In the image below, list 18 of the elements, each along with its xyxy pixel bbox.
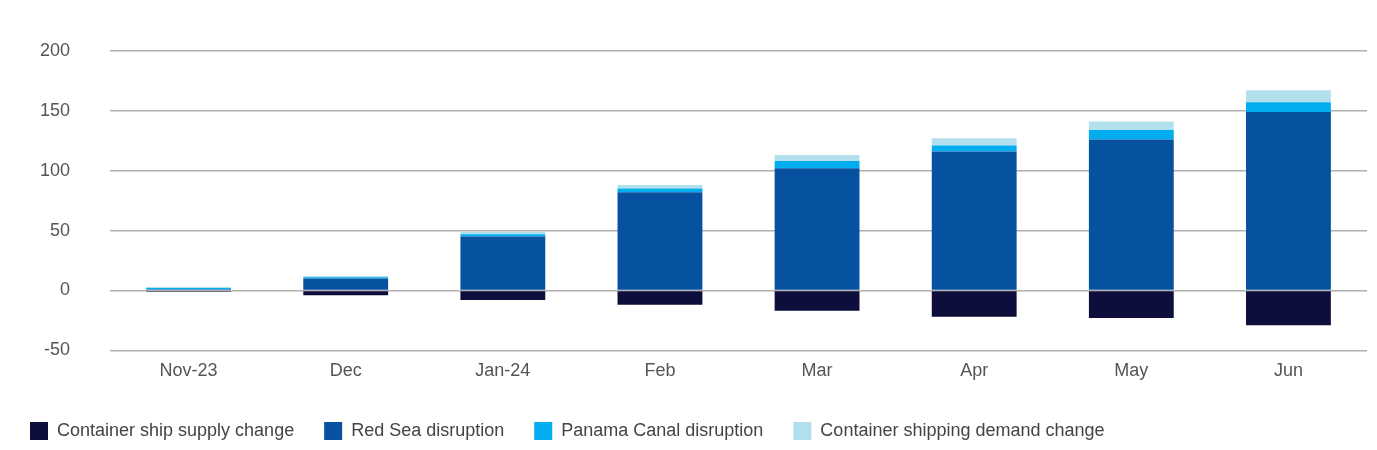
legend-label: Container shipping demand change [820,419,1105,440]
y-tick-label: 200 [39,39,71,60]
y-tick-label: -50 [44,339,71,360]
y-tick-label: 100 [39,159,71,180]
x-tick-label: Jun [1273,360,1303,381]
x-tick-label: Apr [960,360,989,381]
y-tick-label: 0 [60,279,71,300]
y-tick-label: 50 [50,219,71,240]
x-tick-label: Jan-24 [475,360,531,381]
x-tick-label: Nov-23 [159,360,218,381]
legend-label: Panama Canal disruption [561,419,764,440]
legend-label: Container ship supply change [57,419,295,440]
y-tick-label: 150 [39,99,71,120]
x-tick-label: Mar [801,360,833,381]
x-tick-label: May [1114,360,1149,381]
x-tick-label: Feb [644,360,676,381]
legend-label: Red Sea disruption [351,419,505,440]
x-tick-label: Dec [329,360,362,381]
